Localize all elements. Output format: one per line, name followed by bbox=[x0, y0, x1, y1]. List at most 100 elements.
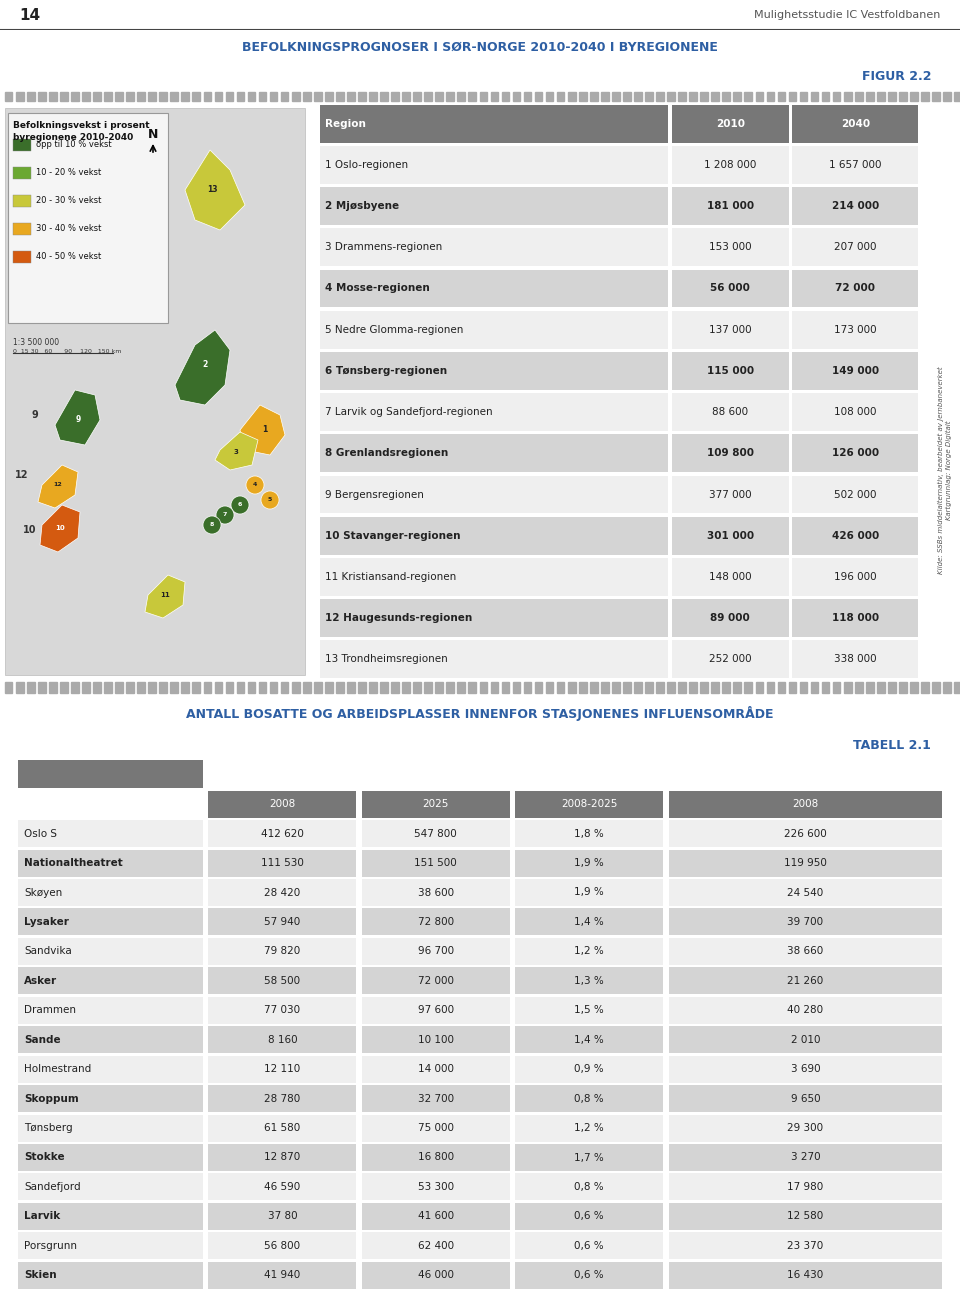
Bar bbox=[888, 92, 896, 101]
Bar bbox=[491, 682, 498, 692]
Bar bbox=[810, 682, 818, 692]
Bar bbox=[208, 1055, 356, 1083]
Text: 21 260: 21 260 bbox=[787, 975, 824, 986]
Bar bbox=[402, 682, 410, 692]
Text: Skoppum: Skoppum bbox=[24, 1093, 79, 1103]
Bar bbox=[568, 92, 575, 101]
Text: 10 100: 10 100 bbox=[418, 1034, 454, 1045]
Bar bbox=[362, 967, 510, 995]
Text: 6 Tønsberg-regionen: 6 Tønsberg-regionen bbox=[325, 367, 447, 376]
Bar bbox=[932, 682, 940, 692]
Bar bbox=[669, 850, 942, 877]
Bar bbox=[513, 682, 520, 692]
Bar bbox=[380, 92, 388, 101]
Bar bbox=[324, 682, 333, 692]
Text: 30 - 40 % vekst: 30 - 40 % vekst bbox=[36, 225, 102, 233]
Bar bbox=[18, 1203, 203, 1230]
Bar bbox=[792, 640, 918, 678]
Text: 46 590: 46 590 bbox=[264, 1182, 300, 1192]
Text: Porsgrunn: Porsgrunn bbox=[24, 1241, 78, 1251]
Bar bbox=[672, 517, 789, 555]
Bar bbox=[457, 92, 465, 101]
Bar bbox=[413, 682, 420, 692]
Bar bbox=[922, 92, 928, 101]
Circle shape bbox=[216, 507, 234, 524]
Text: 1:3 500 000: 1:3 500 000 bbox=[13, 338, 60, 347]
Bar bbox=[18, 996, 203, 1024]
FancyBboxPatch shape bbox=[5, 109, 305, 675]
Text: 8: 8 bbox=[210, 522, 214, 528]
Bar bbox=[208, 1026, 356, 1054]
Bar bbox=[792, 352, 918, 390]
Bar bbox=[369, 682, 376, 692]
Bar bbox=[792, 105, 918, 143]
Bar bbox=[689, 682, 697, 692]
Text: 377 000: 377 000 bbox=[709, 490, 752, 500]
Bar bbox=[13, 251, 31, 263]
Bar bbox=[226, 682, 233, 692]
Bar bbox=[844, 682, 852, 692]
Bar bbox=[516, 1173, 663, 1200]
Bar bbox=[18, 1144, 203, 1172]
Text: 13 Trondheimsregionen: 13 Trondheimsregionen bbox=[325, 654, 448, 665]
Bar bbox=[104, 682, 111, 692]
Text: 1,8 %: 1,8 % bbox=[574, 829, 604, 839]
Text: 56 000: 56 000 bbox=[710, 284, 751, 293]
Bar bbox=[320, 517, 668, 555]
Text: 7: 7 bbox=[223, 513, 228, 517]
Bar bbox=[689, 92, 697, 101]
Text: 226 600: 226 600 bbox=[784, 829, 827, 839]
Text: FIGUR 2.2: FIGUR 2.2 bbox=[862, 71, 931, 84]
Bar bbox=[208, 1203, 356, 1230]
Bar bbox=[579, 682, 587, 692]
Circle shape bbox=[231, 496, 249, 514]
Bar bbox=[480, 92, 487, 101]
Bar bbox=[669, 1026, 942, 1054]
Bar bbox=[557, 682, 564, 692]
Bar bbox=[669, 878, 942, 906]
Text: 41 600: 41 600 bbox=[418, 1211, 454, 1221]
Bar bbox=[208, 1173, 356, 1200]
Text: byregionene 2010-2040: byregionene 2010-2040 bbox=[13, 134, 133, 141]
Polygon shape bbox=[55, 390, 100, 445]
Text: 1,5 %: 1,5 % bbox=[574, 1005, 604, 1016]
Bar bbox=[672, 310, 789, 348]
Text: Befolkningsvekst i prosent: Befolkningsvekst i prosent bbox=[13, 120, 150, 130]
Bar bbox=[208, 850, 356, 877]
Text: 79 820: 79 820 bbox=[264, 946, 300, 957]
Text: Holmestrand: Holmestrand bbox=[24, 1064, 91, 1075]
Bar bbox=[516, 996, 663, 1024]
Bar bbox=[645, 682, 653, 692]
Bar bbox=[215, 682, 223, 692]
Bar bbox=[303, 682, 311, 692]
Text: 96 700: 96 700 bbox=[418, 946, 454, 957]
Bar bbox=[362, 1232, 510, 1259]
Circle shape bbox=[203, 516, 221, 534]
Text: 72 000: 72 000 bbox=[418, 975, 454, 986]
Bar bbox=[516, 1262, 663, 1289]
Text: 89 000: 89 000 bbox=[710, 613, 751, 623]
Text: 4: 4 bbox=[252, 483, 257, 487]
Text: 1: 1 bbox=[262, 425, 268, 435]
Bar bbox=[568, 682, 575, 692]
Text: 126 000: 126 000 bbox=[831, 448, 878, 458]
Text: 40 280: 40 280 bbox=[787, 1005, 824, 1016]
Text: Tønsberg: Tønsberg bbox=[24, 1123, 73, 1134]
Text: 10: 10 bbox=[23, 525, 36, 535]
Bar bbox=[192, 682, 201, 692]
Bar bbox=[18, 1026, 203, 1054]
Text: 196 000: 196 000 bbox=[834, 572, 876, 583]
Bar bbox=[669, 937, 942, 965]
Bar bbox=[669, 967, 942, 995]
Bar bbox=[314, 682, 322, 692]
Text: 16 430: 16 430 bbox=[787, 1270, 824, 1280]
Bar bbox=[877, 682, 885, 692]
FancyBboxPatch shape bbox=[8, 113, 168, 323]
Bar bbox=[402, 92, 410, 101]
Bar bbox=[358, 682, 366, 692]
Bar bbox=[516, 1144, 663, 1172]
Text: 10: 10 bbox=[55, 525, 65, 531]
Text: 547 800: 547 800 bbox=[415, 829, 457, 839]
Bar bbox=[208, 791, 356, 818]
Text: 0,8 %: 0,8 % bbox=[574, 1182, 604, 1192]
